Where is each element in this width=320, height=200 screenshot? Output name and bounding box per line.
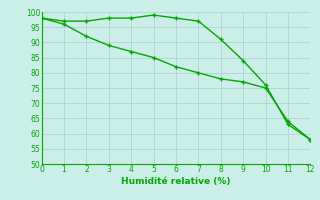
X-axis label: Humidité relative (%): Humidité relative (%) bbox=[121, 177, 231, 186]
